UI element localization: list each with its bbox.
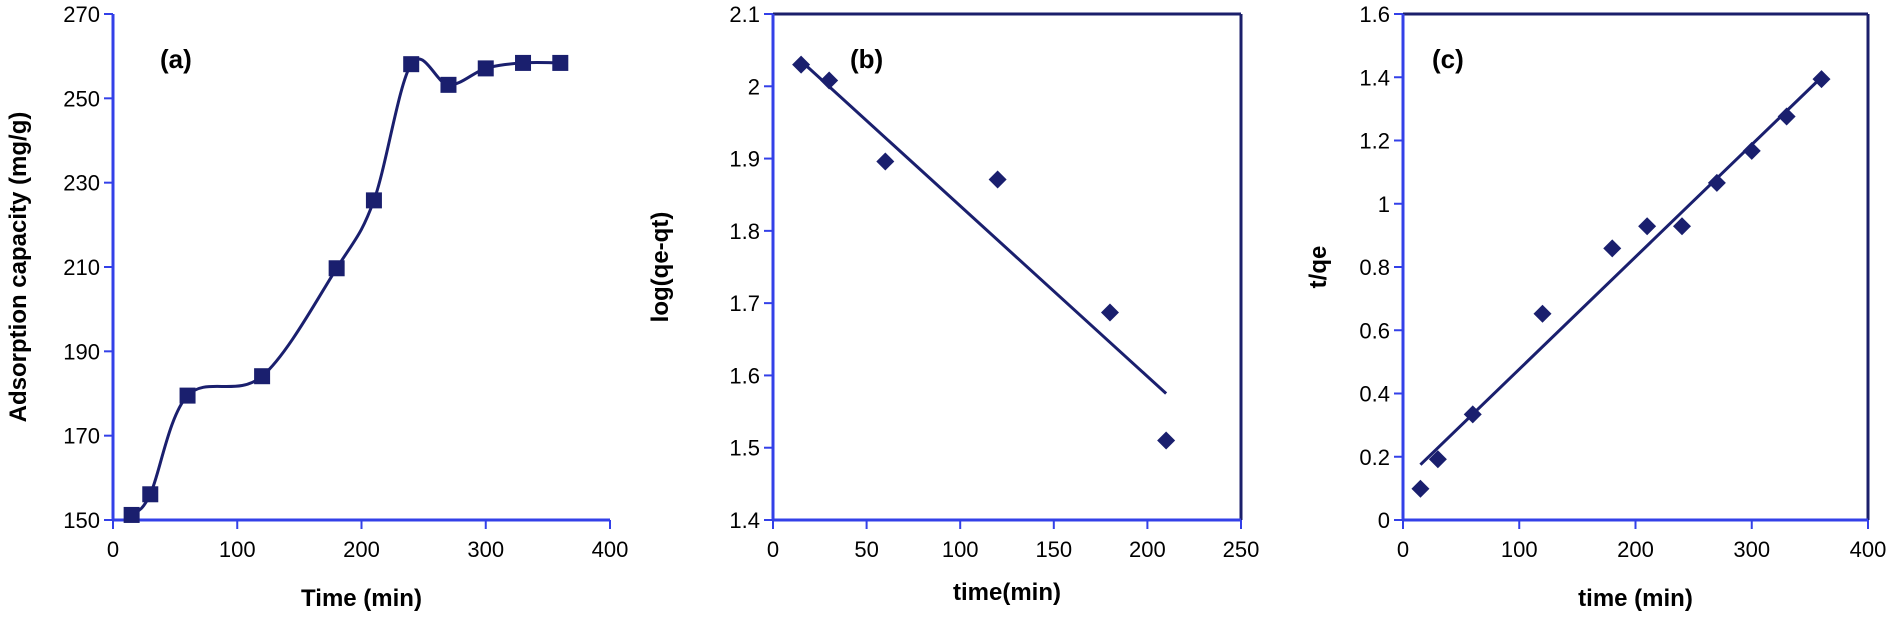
chart-panel-a: 150 170 190 210 230 250 270 0 100 200 300 400 Time (… [5,2,628,612]
y-tick-label: 1.9 [729,147,760,172]
x-tick-label: 100 [942,537,979,562]
data-point [1411,479,1430,498]
x-tick-label: 50 [854,537,878,562]
data-point [515,54,532,71]
y-tick-label: 2 [748,74,760,99]
y-tick-label: 1 [1378,192,1390,217]
data-point [876,152,895,171]
x-tick-label: 300 [1733,537,1770,562]
data-point [1100,303,1119,322]
data-point [1603,239,1622,258]
y-tick-label: 1.7 [729,291,760,316]
x-tick-label: 250 [1223,537,1260,562]
y-tick-label: 2.1 [729,2,760,27]
y-tick-label: 0.2 [1359,445,1390,470]
x-axis-title: time(min) [953,579,1061,606]
data-point [1463,405,1482,424]
panel-label: (a) [160,44,192,74]
x-tick-label: 300 [467,537,504,562]
x-tick-label: 200 [1617,537,1654,562]
data-point [988,170,1007,189]
y-axis-title: Adsorption capacity (mg/g) [5,112,32,423]
y-tick-label: 210 [63,255,100,280]
y-tick-label: 1.6 [729,363,760,388]
data-point [179,387,196,404]
data-point [792,55,811,74]
series-line [130,57,561,517]
x-tick-label: 400 [592,537,629,562]
data-point [365,192,382,209]
y-tick-label: 170 [63,424,100,449]
panel-label: (c) [1432,44,1464,74]
data-point [1638,217,1657,236]
data-point [1428,450,1447,469]
data-point [820,71,839,90]
y-tick-label: 1.2 [1359,129,1390,154]
data-point [1742,141,1761,160]
y-tick-label: 190 [63,339,100,364]
y-tick-label: 1.4 [1359,65,1390,90]
data-point [1157,431,1176,450]
data-point [1533,304,1552,323]
y-tick-label: 0 [1378,508,1390,533]
data-point [328,260,345,277]
x-axis-title: time (min) [1578,585,1693,612]
data-point [254,368,271,385]
y-tick-label: 0.8 [1359,255,1390,280]
data-point [1812,70,1831,89]
data-point [123,506,140,523]
x-tick-label: 400 [1850,537,1887,562]
y-tick-label: 250 [63,86,100,111]
panel-label: (b) [850,44,883,74]
data-point [440,76,457,93]
y-tick-label: 230 [63,171,100,196]
data-point [403,56,420,73]
x-tick-label: 200 [1129,537,1166,562]
data-point [1777,107,1796,126]
data-point [1673,217,1691,236]
y-tick-label: 1.8 [729,219,760,244]
chart-panel-b: 1.4 1.5 1.6 1.7 1.8 1.9 2 2.1 0 50 100 150 200 250 tim… [647,2,1259,606]
x-tick-label: 150 [1035,537,1072,562]
y-tick-label: 0.4 [1359,382,1390,407]
y-tick-label: 150 [63,508,100,533]
x-tick-label: 0 [107,537,119,562]
x-tick-label: 0 [1397,537,1409,562]
data-point [477,60,494,77]
chart-panel-c: 0 0.2 0.4 0.6 0.8 1 1.2 1.4 1.6 0 100 200 300 400 time… [1305,2,1886,612]
x-axis-title: Time (min) [301,585,422,612]
y-axis-title: t/qe [1305,246,1332,289]
x-tick-label: 200 [343,537,380,562]
y-axis-title: log(qe-qt) [647,212,674,323]
y-tick-label: 1.4 [729,508,760,533]
x-tick-label: 100 [1501,537,1538,562]
y-tick-label: 1.5 [729,436,760,461]
y-tick-label: 1.6 [1359,2,1390,27]
y-tick-label: 270 [63,2,100,27]
x-tick-label: 100 [219,537,256,562]
data-point [142,486,159,503]
x-tick-label: 0 [767,537,779,562]
trendline [800,59,1168,395]
data-point [552,54,569,71]
trendline [1419,76,1823,466]
data-point [1707,173,1726,192]
y-tick-label: 0.6 [1359,318,1390,343]
